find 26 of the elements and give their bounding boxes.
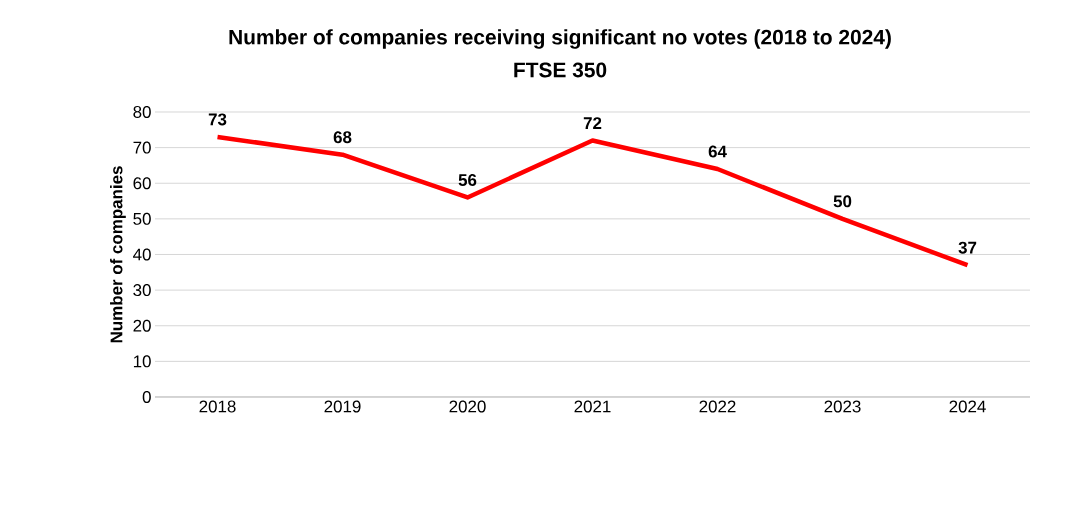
y-tick-label: 60 [133, 177, 151, 190]
data-label: 56 [458, 173, 477, 186]
y-tick-label: 40 [133, 248, 151, 261]
data-label: 64 [708, 145, 727, 158]
y-axis-title: Number of companies [110, 166, 126, 343]
x-tick-label: 2020 [449, 400, 486, 413]
y-tick-label: 70 [133, 141, 151, 154]
x-tick-label: 2018 [199, 400, 236, 413]
y-tick-label: 10 [133, 355, 151, 368]
y-tick-label: 30 [133, 284, 151, 297]
x-tick-label: 2021 [574, 400, 611, 413]
x-tick-label: 2022 [699, 400, 736, 413]
x-tick-label: 2024 [949, 400, 986, 413]
x-tick-label: 2019 [324, 400, 361, 413]
chart-subtitle: FTSE 350 [514, 62, 607, 78]
data-label: 50 [833, 195, 852, 208]
data-label: 72 [583, 117, 602, 129]
data-label: 73 [208, 113, 227, 126]
y-tick-label: 50 [133, 212, 151, 225]
chart-title: Number of companies receiving significant no votes (2018 to 2024) [229, 29, 891, 49]
data-label: 37 [958, 241, 977, 254]
y-tick-label: 0 [142, 390, 151, 403]
data-label: 68 [333, 131, 352, 144]
y-tick-label: 80 [133, 105, 151, 118]
y-tick-label: 20 [133, 319, 151, 332]
x-tick-label: 2023 [824, 400, 861, 413]
